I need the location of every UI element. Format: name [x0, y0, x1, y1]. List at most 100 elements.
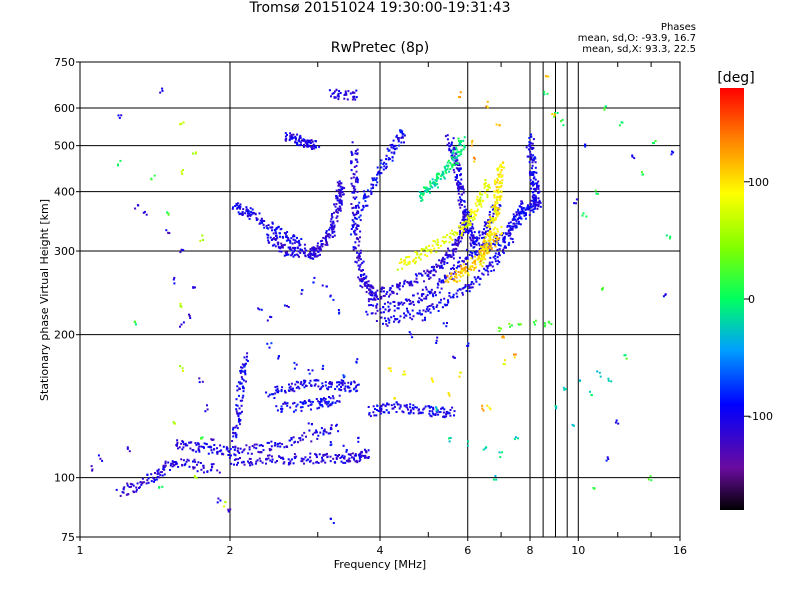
echo-point: [232, 435, 235, 438]
echo-point: [401, 130, 404, 133]
echo-point: [496, 179, 499, 182]
echo-point: [481, 265, 484, 268]
echo-point: [344, 92, 347, 94]
echo-point: [268, 346, 271, 349]
echo-point: [461, 232, 464, 235]
echo-point: [280, 456, 282, 459]
echo-point: [241, 410, 243, 413]
echo-point: [464, 271, 467, 274]
echo-point: [269, 315, 272, 318]
echo-point: [319, 247, 322, 250]
echo-point: [329, 455, 332, 458]
echo-point: [465, 228, 468, 231]
echo-point: [352, 173, 355, 175]
echo-point: [328, 382, 331, 385]
echo-point: [449, 296, 452, 299]
echo-point: [296, 403, 299, 406]
echo-point: [423, 280, 425, 283]
echo-point: [283, 243, 286, 246]
echo-point: [136, 482, 139, 485]
echo-point: [571, 423, 574, 426]
echo-point: [250, 210, 253, 213]
echo-point: [311, 247, 314, 250]
echo-point: [410, 280, 413, 283]
echo-point: [303, 247, 306, 250]
echo-point: [361, 280, 363, 283]
echo-point: [406, 255, 409, 258]
echo-point: [441, 267, 444, 270]
echo-point: [335, 216, 338, 219]
echo-point: [462, 215, 465, 218]
echo-point: [441, 240, 444, 243]
echo-point: [440, 261, 443, 264]
echo-point: [201, 234, 204, 237]
echo-point: [337, 184, 340, 187]
echo-point: [437, 413, 440, 416]
echo-point: [575, 198, 578, 201]
echo-point: [299, 401, 302, 404]
echo-point: [248, 457, 251, 460]
echo-point: [235, 436, 238, 439]
echo-point: [499, 244, 502, 247]
echo-point: [408, 262, 411, 265]
echo-point: [474, 253, 477, 256]
echo-point: [375, 306, 378, 309]
echo-point: [302, 458, 305, 461]
echo-point: [329, 432, 332, 435]
echo-point: [395, 135, 398, 138]
echo-point: [498, 175, 501, 178]
echo-point: [248, 446, 251, 449]
echo-point: [327, 402, 330, 405]
echo-point: [489, 215, 491, 218]
echo-point: [156, 469, 159, 472]
echo-point: [401, 135, 404, 138]
echo-point: [352, 176, 355, 179]
echo-point: [525, 146, 528, 149]
echo-point: [201, 436, 204, 439]
echo-point: [290, 444, 293, 447]
echo-point: [447, 159, 450, 162]
echo-point: [456, 233, 459, 236]
echo-point: [385, 154, 388, 157]
echo-point: [354, 178, 357, 181]
echo-point: [331, 92, 334, 95]
echo-point: [521, 210, 524, 213]
echo-point: [473, 261, 476, 264]
echo-point: [459, 150, 462, 153]
echo-point: [520, 206, 523, 209]
echo-point: [455, 232, 458, 234]
echo-point: [249, 207, 252, 210]
echo-point: [370, 304, 373, 306]
echo-point: [465, 266, 468, 269]
echo-point: [375, 179, 377, 182]
echo-point: [359, 458, 362, 461]
echo-point: [305, 140, 308, 143]
echo-point: [313, 384, 316, 387]
echo-point: [238, 423, 241, 426]
echo-point: [455, 167, 458, 170]
echo-point: [513, 353, 515, 356]
echo-point: [478, 237, 481, 240]
echo-point: [642, 173, 644, 176]
echo-point: [462, 227, 464, 230]
echo-point: [420, 199, 423, 202]
echo-point: [333, 203, 336, 206]
echo-point: [197, 447, 200, 450]
echo-point: [261, 222, 264, 225]
echo-point: [319, 249, 322, 252]
echo-point: [338, 209, 341, 212]
echo-point: [293, 235, 296, 238]
echo-point: [446, 322, 448, 324]
echo-point: [363, 456, 366, 459]
echo-point: [375, 184, 378, 187]
echo-point: [339, 207, 342, 210]
echo-point: [470, 239, 473, 242]
echo-point: [326, 233, 329, 236]
echo-point: [480, 249, 483, 251]
echo-point: [458, 260, 461, 263]
echo-point: [488, 220, 491, 223]
echo-point: [180, 458, 183, 461]
echo-point: [484, 223, 487, 225]
echo-point: [457, 187, 459, 190]
echo-point: [311, 423, 313, 425]
